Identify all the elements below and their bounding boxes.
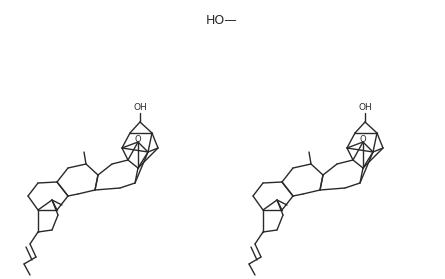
Text: O: O <box>135 136 142 145</box>
Text: OH: OH <box>358 102 372 112</box>
Text: O: O <box>360 136 366 145</box>
Text: OH: OH <box>133 102 147 112</box>
Text: HO—: HO— <box>206 13 238 27</box>
